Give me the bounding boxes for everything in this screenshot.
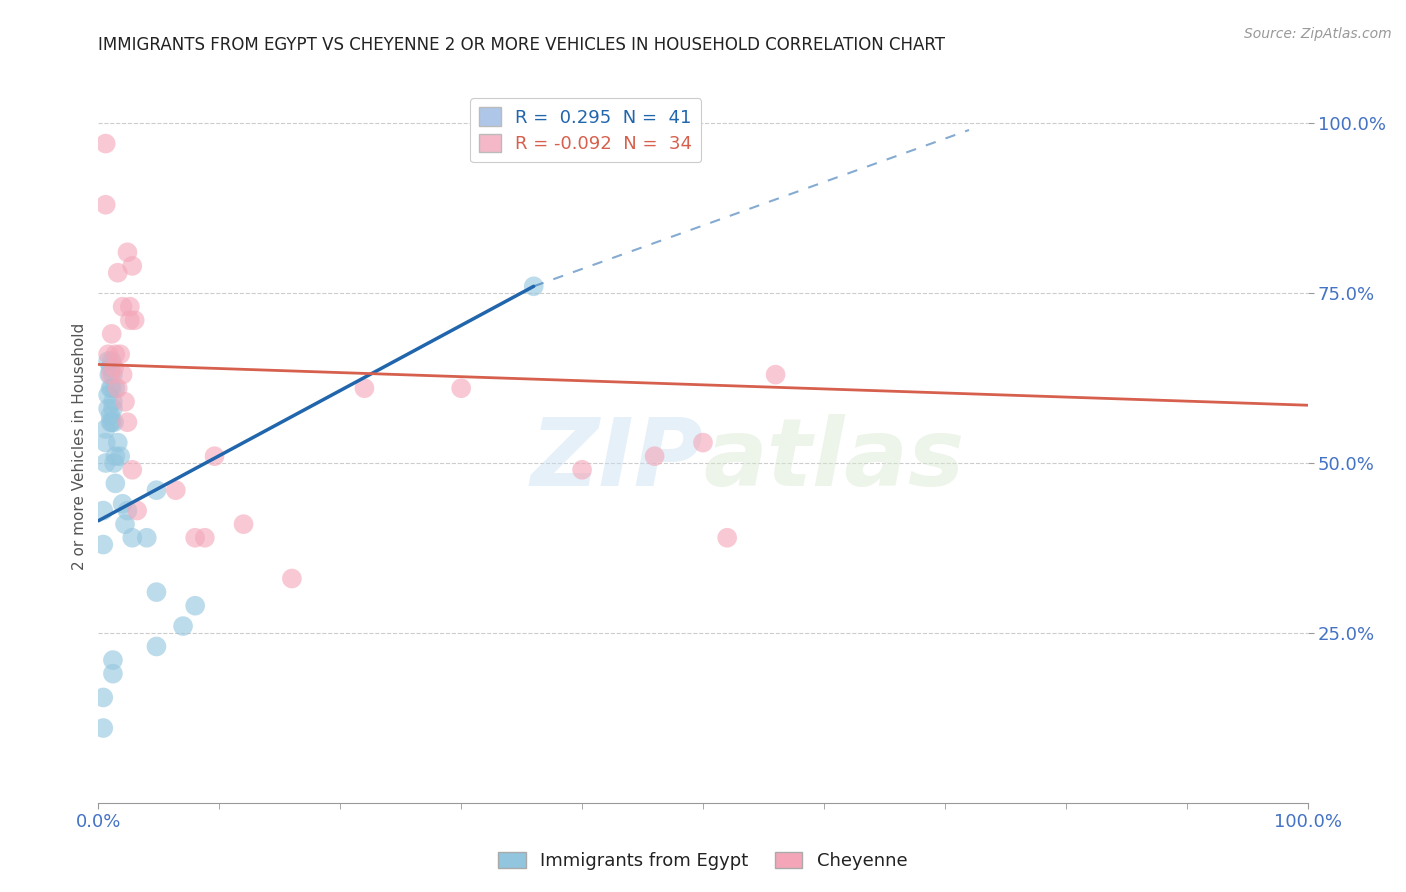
Point	[104, 476, 127, 491]
Point	[108, 449, 131, 463]
Point	[98, 368, 121, 382]
Point	[103, 415, 125, 429]
Point	[117, 415, 139, 429]
Point	[184, 599, 207, 613]
Point	[135, 531, 157, 545]
Point	[571, 463, 593, 477]
Point	[94, 456, 117, 470]
Point	[145, 585, 167, 599]
Point	[118, 313, 141, 327]
Point	[104, 449, 127, 463]
Point	[232, 517, 254, 532]
Point	[94, 136, 117, 151]
Point	[114, 394, 136, 409]
Point	[145, 483, 167, 498]
Point	[121, 463, 143, 477]
Point	[111, 300, 134, 314]
Point	[94, 435, 117, 450]
Point	[117, 503, 139, 517]
Point	[114, 517, 136, 532]
Point	[101, 394, 124, 409]
Point	[353, 381, 375, 395]
Text: Source: ZipAtlas.com: Source: ZipAtlas.com	[1244, 27, 1392, 41]
Point	[94, 422, 117, 436]
Point	[103, 456, 125, 470]
Point	[716, 531, 738, 545]
Point	[107, 266, 129, 280]
Text: ZIP: ZIP	[530, 414, 703, 507]
Point	[124, 313, 146, 327]
Point	[111, 368, 134, 382]
Point	[97, 347, 120, 361]
Point	[121, 531, 143, 545]
Point	[104, 347, 127, 361]
Point	[184, 531, 207, 545]
Text: IMMIGRANTS FROM EGYPT VS CHEYENNE 2 OR MORE VEHICLES IN HOUSEHOLD CORRELATION CH: IMMIGRANTS FROM EGYPT VS CHEYENNE 2 OR M…	[98, 36, 945, 54]
Point	[100, 354, 122, 368]
Point	[103, 360, 125, 375]
Point	[91, 503, 114, 517]
Point	[91, 721, 114, 735]
Point	[101, 401, 124, 416]
Point	[104, 381, 127, 395]
Point	[523, 279, 546, 293]
Legend: Immigrants from Egypt, Cheyenne: Immigrants from Egypt, Cheyenne	[489, 843, 917, 880]
Y-axis label: 2 or more Vehicles in Household: 2 or more Vehicles in Household	[72, 322, 87, 570]
Point	[165, 483, 187, 498]
Point	[100, 381, 122, 395]
Point	[100, 415, 122, 429]
Point	[101, 666, 124, 681]
Point	[107, 435, 129, 450]
Point	[108, 347, 131, 361]
Point	[101, 653, 124, 667]
Point	[644, 449, 666, 463]
Point	[111, 497, 134, 511]
Point	[765, 368, 787, 382]
Point	[100, 409, 122, 423]
Point	[101, 368, 124, 382]
Point	[100, 368, 122, 382]
Point	[450, 381, 472, 395]
Point	[100, 415, 122, 429]
Point	[91, 537, 114, 551]
Point	[692, 435, 714, 450]
Point	[100, 381, 122, 395]
Point	[194, 531, 217, 545]
Text: atlas: atlas	[703, 414, 965, 507]
Point	[127, 503, 149, 517]
Point	[97, 354, 120, 368]
Point	[121, 259, 143, 273]
Point	[91, 690, 114, 705]
Point	[100, 326, 122, 341]
Point	[94, 198, 117, 212]
Point	[97, 388, 120, 402]
Point	[107, 381, 129, 395]
Point	[117, 245, 139, 260]
Point	[172, 619, 194, 633]
Point	[145, 640, 167, 654]
Point	[97, 401, 120, 416]
Point	[204, 449, 226, 463]
Point	[118, 300, 141, 314]
Point	[100, 360, 122, 375]
Point	[281, 572, 304, 586]
